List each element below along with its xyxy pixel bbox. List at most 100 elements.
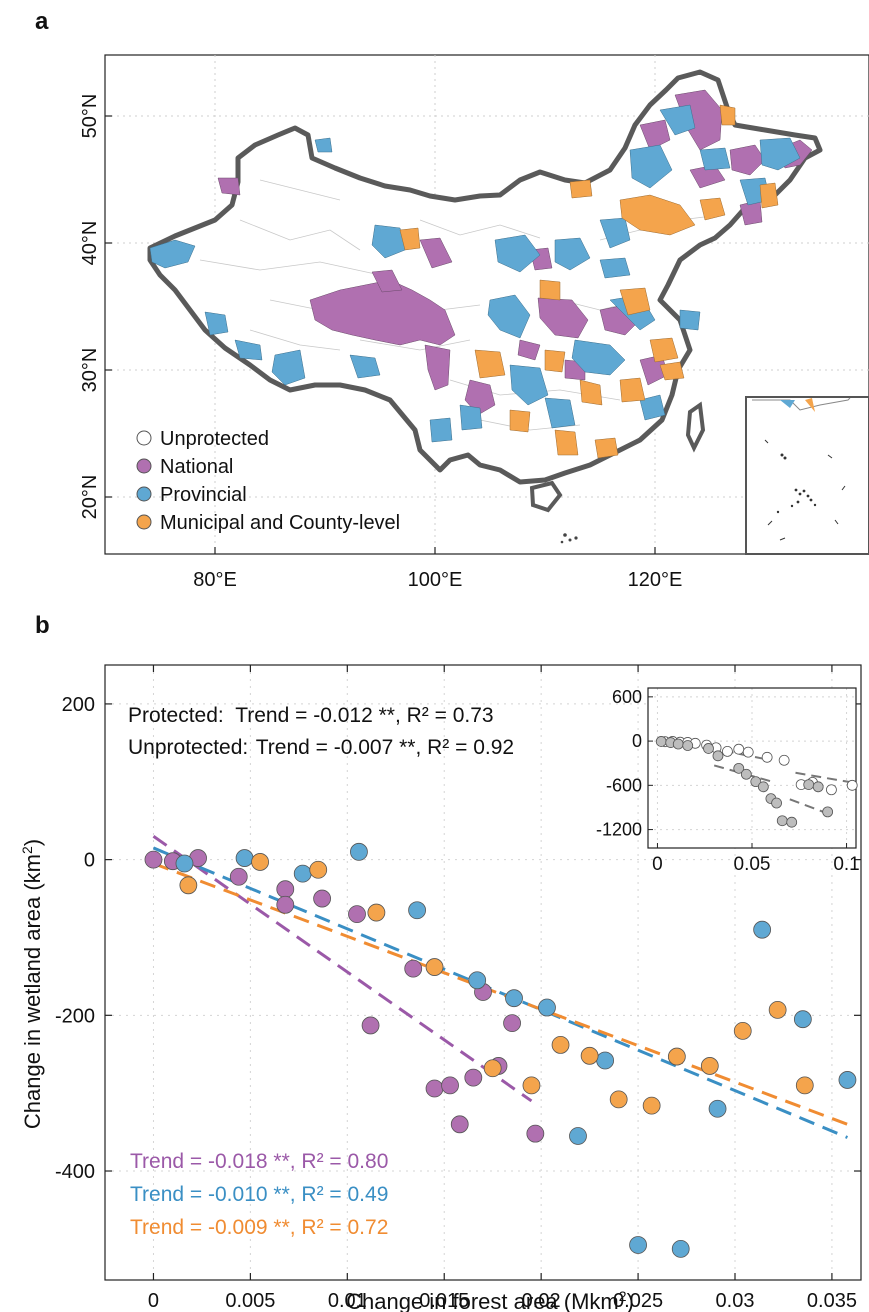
- trend-label-national: Trend = -0.018 **, R² = 0.80: [130, 1150, 388, 1173]
- inset-x-tick-label: 0.05: [734, 854, 771, 875]
- data-point: [450, 1115, 469, 1134]
- legend-marker-unprotected: [136, 430, 152, 446]
- data-point: [483, 1059, 502, 1078]
- data-point: [309, 860, 328, 879]
- inset-data-point: [733, 762, 745, 774]
- inset-data-point: [712, 750, 724, 762]
- data-point: [144, 850, 163, 869]
- legend-label-national: National: [160, 456, 233, 478]
- data-point: [503, 1014, 521, 1033]
- hainan-island: [529, 480, 563, 513]
- data-point: [425, 958, 444, 976]
- data-point: [276, 880, 295, 899]
- china-map: 20°N 30°N 40°N 50°N 80°E 100°E 120°E Unp…: [79, 54, 869, 591]
- x-tick-label: 0.015: [419, 1290, 469, 1312]
- data-point: [229, 867, 248, 886]
- x-tick-label: 0.02: [522, 1290, 561, 1312]
- inset-trend-line: [713, 764, 775, 784]
- trend-label-municipal: Trend = -0.009 **, R² = 0.72: [130, 1216, 388, 1239]
- data-point: [468, 971, 487, 990]
- data-point: [700, 1057, 719, 1075]
- data-point: [569, 1127, 587, 1145]
- data-point: [671, 1239, 690, 1258]
- data-point: [367, 903, 386, 922]
- data-point: [733, 1021, 752, 1040]
- lon-label: 120°E: [628, 569, 683, 591]
- inset-y-tick-label: 600: [612, 687, 642, 707]
- x-tick-label: 0.03: [716, 1290, 755, 1312]
- data-point: [580, 1046, 599, 1065]
- inset-chart: 0 0.05 0.1 -1200 -600 0 600: [596, 687, 860, 875]
- x-tick-label: 0.035: [807, 1290, 857, 1312]
- data-point: [609, 1090, 628, 1109]
- data-point: [793, 1010, 812, 1029]
- data-point: [522, 1076, 541, 1095]
- taiwan-island: [685, 401, 706, 453]
- legend-marker-national: [136, 458, 152, 474]
- island-dots: [560, 533, 578, 544]
- inset-data-point: [740, 768, 752, 780]
- inset-data-point: [778, 754, 790, 766]
- data-point: [551, 1035, 570, 1054]
- legend-marker-municipal: [136, 514, 152, 530]
- lat-label: 40°N: [79, 221, 101, 266]
- inset-data-point: [786, 816, 798, 828]
- protected-stats: Trend = -0.012 **, R² = 0.73: [235, 704, 493, 727]
- scatter-points: [144, 842, 857, 1258]
- data-point: [768, 1000, 787, 1019]
- trend-line: [152, 835, 533, 1103]
- x-tick-label: 0.005: [225, 1290, 275, 1312]
- inset-data-point: [757, 781, 769, 793]
- inset-data-point: [682, 740, 694, 751]
- panel-a-label: a: [35, 8, 49, 35]
- inset-data-point: [655, 736, 667, 747]
- scatter-chart: 0 0.005 0.01 0.015 0.02 0.025 0.03 0.035 -400 -2…: [19, 664, 862, 1312]
- inset-data-point: [703, 743, 714, 754]
- lat-label: 20°N: [79, 475, 101, 520]
- inset-data-point: [742, 746, 754, 758]
- data-point: [667, 1047, 686, 1066]
- y-axis-ticks: -400 -200 0 200: [55, 694, 861, 1183]
- inset-y-tick-label: -600: [606, 775, 642, 795]
- inset-data-point: [750, 776, 762, 788]
- data-point: [538, 998, 556, 1017]
- inset-x-tick-label: 0: [652, 854, 663, 875]
- trend-line: [152, 846, 849, 1139]
- inset-data-point: [776, 815, 788, 827]
- provincial-areas: [149, 104, 801, 443]
- data-point: [175, 854, 194, 873]
- data-point: [642, 1096, 661, 1115]
- x-axis-label: Change in forest area (Mkm2): [346, 1288, 634, 1312]
- inset-data-point: [733, 743, 745, 755]
- inset-y-ticks: -1200 -600 0 600: [596, 687, 653, 840]
- panel-b-label: b: [35, 612, 50, 639]
- inset-data-point: [803, 779, 815, 790]
- lat-label: 50°N: [79, 94, 101, 139]
- unprotected-prefix: Unprotected:: [128, 736, 248, 759]
- data-point: [526, 1124, 545, 1143]
- inset-y-tick-label: 0: [632, 731, 642, 751]
- y-tick-label: -400: [55, 1161, 95, 1183]
- data-point: [235, 849, 254, 867]
- inset-data-point: [722, 746, 733, 757]
- data-point: [795, 1076, 814, 1095]
- data-point: [276, 895, 295, 914]
- legend-label-municipal: Municipal and County-level: [160, 512, 400, 534]
- legend-label-unprotected: Unprotected: [160, 428, 269, 450]
- trend-label-provincial: Trend = -0.010 **, R² = 0.49: [130, 1183, 388, 1206]
- data-point: [596, 1051, 615, 1070]
- legend-marker-provincial: [136, 486, 152, 502]
- trend-lines: [152, 835, 849, 1139]
- lat-label: 30°N: [79, 348, 101, 393]
- inset-data-point: [822, 806, 834, 818]
- data-point: [179, 876, 198, 895]
- inset-x-tick-label: 0.1: [833, 854, 859, 875]
- inset-data-point: [771, 797, 782, 809]
- data-point: [505, 989, 523, 1008]
- data-point: [425, 1079, 444, 1098]
- protected-prefix: Protected:: [128, 704, 224, 727]
- inset-points: [655, 736, 858, 828]
- unprotected-annotation: Unprotected: Trend = -0.007 **, R² = 0.9…: [128, 736, 514, 759]
- x-tick-label: 0.025: [613, 1290, 663, 1312]
- inset-y-tick-label: -1200: [596, 820, 642, 840]
